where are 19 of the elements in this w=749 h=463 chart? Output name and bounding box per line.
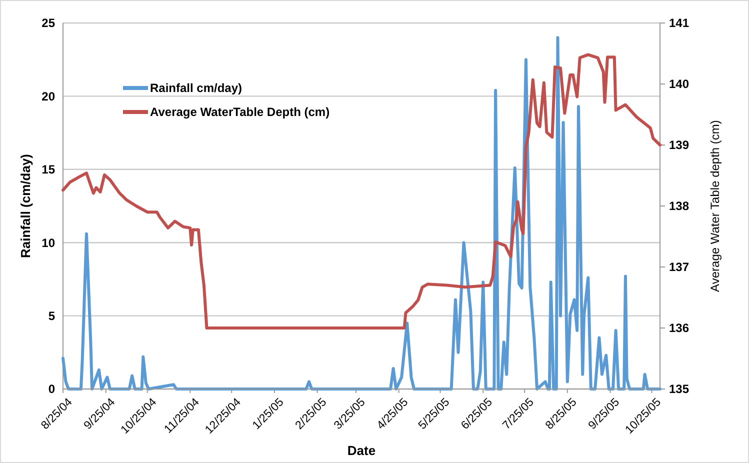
y-tick-label: 25	[42, 16, 56, 30]
y-axis-title: Rainfall (cm/day)	[18, 154, 33, 258]
y2-tick-label: 136	[669, 321, 690, 336]
legend-label: Rainfall cm/day)	[150, 81, 242, 96]
x-axis-title: Date	[347, 443, 376, 458]
y2-tick-label: 137	[669, 260, 690, 274]
y2-tick-label: 139	[669, 138, 690, 152]
y-tick-label: 0	[48, 382, 56, 396]
y2-tick-label: 138	[669, 199, 690, 214]
y2-tick-label: 141	[669, 16, 690, 30]
y-tick-label: 5	[48, 309, 56, 323]
line-series	[62, 53, 662, 330]
y2-tick-label: 140	[669, 77, 690, 92]
y-tick-label: 20	[42, 89, 56, 104]
y-tick-label: 15	[42, 162, 56, 177]
y2-tick-label: 135	[669, 382, 690, 396]
y-tick-label: 10	[42, 236, 56, 250]
legend-label: Average WaterTable Depth (cm)	[150, 105, 330, 120]
y2-axis-title: Average Water Table depth (cm)	[708, 120, 722, 292]
